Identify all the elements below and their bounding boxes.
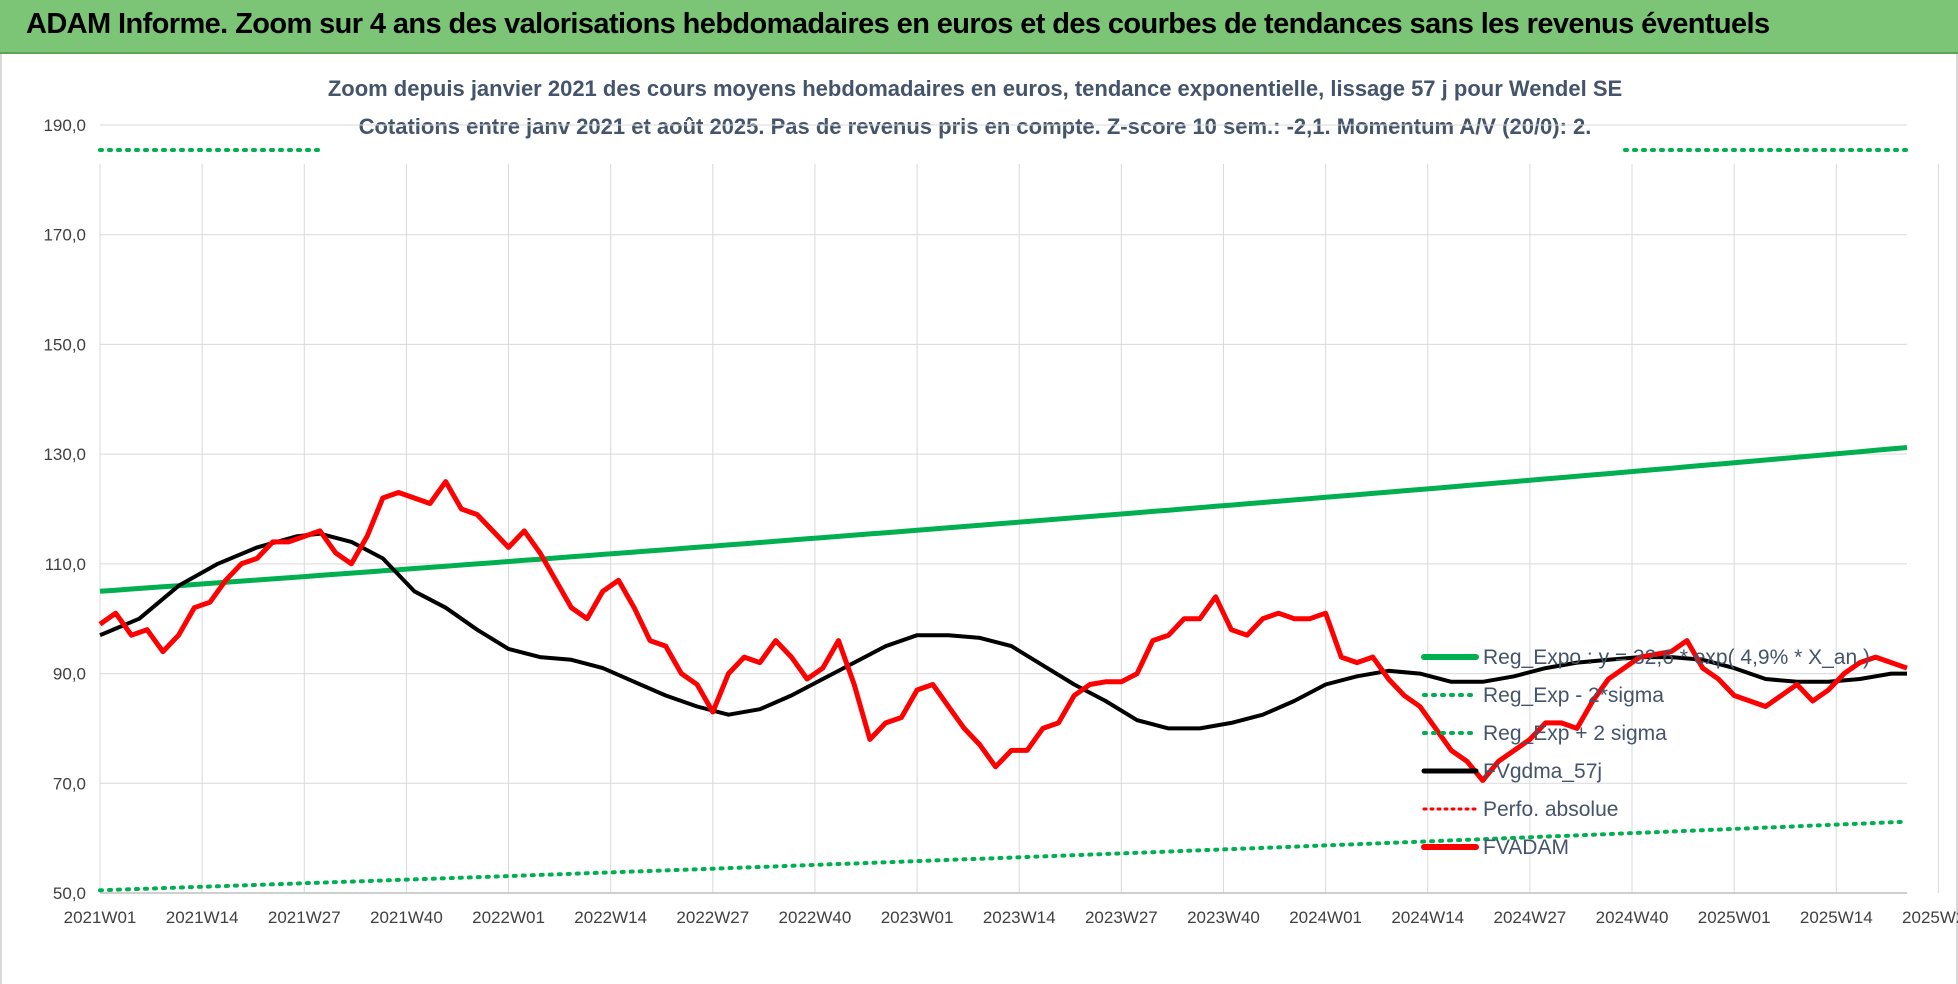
- series-fvgdma: [99, 531, 1907, 731]
- x-tick-label: 2023W40: [1187, 908, 1260, 927]
- chart-subtitle-line1: Zoom depuis janvier 2021 des cours moyen…: [328, 76, 1622, 101]
- legend-label-fvgdma: FVgdma_57j: [1483, 760, 1602, 783]
- x-tick-label: 2023W27: [1085, 908, 1158, 927]
- y-tick-label: 50,0: [53, 884, 86, 903]
- x-tick-label: 2022W14: [574, 908, 647, 927]
- x-tick-label: 2025W01: [1698, 908, 1771, 927]
- chart-subtitle-line2: Cotations entre janv 2021 et août 2025. …: [359, 114, 1592, 139]
- y-tick-label: 90,0: [53, 665, 86, 684]
- x-tick-label: 2024W14: [1391, 908, 1464, 927]
- legend-label-reg-expo: Reg_Expo : y = 32,6 * exp( 4,9% * X_an ): [1483, 646, 1870, 669]
- series-reg-expo: [99, 445, 1908, 594]
- legend-label-fvadam: FVADAM: [1483, 836, 1569, 859]
- y-tick-label: 110,0: [45, 555, 86, 574]
- series-fvadam: [98, 479, 1908, 783]
- y-tick-label: 130,0: [43, 445, 86, 464]
- x-tick-label: 2023W01: [881, 908, 954, 927]
- x-tick-label: 2021W14: [166, 908, 239, 927]
- legend: Reg_Expo : y = 32,6 * exp( 4,9% * X_an )…: [1421, 646, 1870, 859]
- title-banner: ADAM Informe. Zoom sur 4 ans des valoris…: [0, 0, 1958, 54]
- x-tick-label: 2024W27: [1493, 908, 1566, 927]
- legend-label-reg-plus: Reg_Exp + 2 sigma: [1483, 722, 1667, 745]
- x-tick-label: 2023W14: [983, 908, 1056, 927]
- x-tick-label: 2021W27: [268, 908, 341, 927]
- legend-label-reg-minus: Reg_Exp - 2*sigma: [1483, 684, 1664, 707]
- x-tick-label: 2025W27: [1902, 908, 1958, 927]
- x-tick-label: 2025W14: [1800, 908, 1873, 927]
- x-tick-label: 2021W01: [64, 908, 137, 927]
- series-group: [98, 148, 1909, 893]
- x-tick-label: 2021W40: [370, 908, 443, 927]
- x-tick-label: 2022W01: [472, 908, 545, 927]
- line-chart: Zoom depuis janvier 2021 des cours moyen…: [43, 76, 1958, 927]
- series-reg-minus: [98, 819, 1909, 893]
- y-tick-label: 70,0: [53, 774, 86, 793]
- x-tick-label: 2024W01: [1289, 908, 1362, 927]
- x-tick-label: 2022W40: [779, 908, 852, 927]
- x-tick-label: 2024W40: [1596, 908, 1669, 927]
- y-tick-label: 190,0: [43, 116, 86, 135]
- y-tick-label: 150,0: [43, 335, 86, 354]
- grid: 50,0 70,0 90,0 110,0 130,0 150,0 170,0 190,0 202…: [43, 116, 1958, 927]
- banner-title: ADAM Informe. Zoom sur 4 ans des valoris…: [26, 8, 1770, 40]
- legend-label-perfo: Perfo. absolue: [1483, 798, 1618, 821]
- chart-frame: Zoom depuis janvier 2021 des cours moyen…: [0, 54, 1958, 984]
- x-tick-label: 2022W27: [676, 908, 749, 927]
- y-tick-label: 170,0: [43, 226, 86, 245]
